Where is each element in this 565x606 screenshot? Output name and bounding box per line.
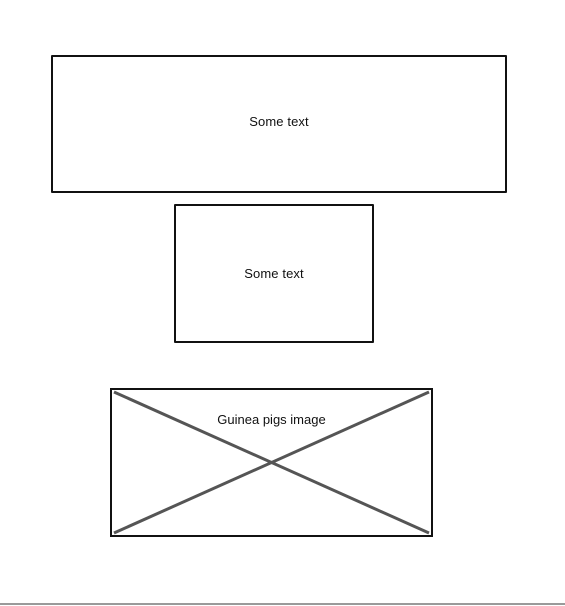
text-block-wide: Some text [51, 55, 507, 193]
text-block-narrow-label: Some text [244, 266, 304, 281]
image-placeholder-label: Guinea pigs image [217, 412, 326, 427]
bottom-divider [0, 603, 565, 605]
image-placeholder-cross-icon [113, 390, 430, 535]
text-block-narrow: Some text [174, 204, 374, 343]
guinea-pigs-image-placeholder: Guinea pigs image [110, 388, 433, 537]
cross-line-2 [113, 390, 430, 535]
text-block-wide-label: Some text [249, 113, 309, 129]
